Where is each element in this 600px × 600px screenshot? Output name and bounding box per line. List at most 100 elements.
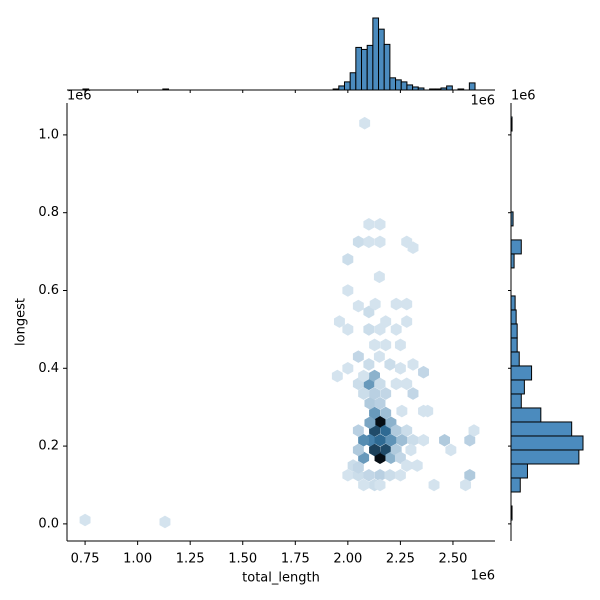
hex-cell xyxy=(352,350,364,363)
hex-cell xyxy=(342,361,354,375)
hist-bar xyxy=(510,351,520,367)
hist-bar xyxy=(510,309,517,325)
hist-bar xyxy=(162,88,170,91)
hist-bar xyxy=(332,88,340,91)
hex-cell xyxy=(79,513,91,527)
hist-bar xyxy=(372,17,380,91)
hex-cell xyxy=(374,218,386,231)
x-tick-label: 0.75 xyxy=(71,552,100,567)
hist-bar xyxy=(510,463,528,479)
hex-cell xyxy=(390,377,402,391)
hex-cell xyxy=(352,443,364,457)
hist-bar xyxy=(383,43,391,91)
hex-cell xyxy=(363,358,375,371)
hex-cell xyxy=(390,297,402,311)
hex-cell xyxy=(374,323,386,336)
x-tick-label: 1.75 xyxy=(281,552,310,567)
x-tick-label: 1.00 xyxy=(123,552,152,567)
hex-cell xyxy=(352,424,364,437)
hex-cell xyxy=(401,459,413,472)
hex-cell xyxy=(401,424,413,437)
hist-bar xyxy=(510,239,522,255)
hex-cell xyxy=(352,299,364,313)
y-tick-label: 0.0 xyxy=(38,516,59,531)
hist-bar xyxy=(417,87,425,91)
hex-cell xyxy=(407,387,419,400)
hex-cell xyxy=(390,424,402,437)
hex-cell xyxy=(374,397,386,410)
hist-bar xyxy=(412,86,419,91)
hex-cell xyxy=(363,468,375,482)
hex-cell xyxy=(373,270,385,284)
hist-bar xyxy=(343,81,351,91)
hex-cell xyxy=(369,443,380,457)
hex-cell xyxy=(411,459,423,472)
x-offset-label: 1e6 xyxy=(470,569,495,584)
hist-bar xyxy=(510,449,580,465)
hist-bar xyxy=(338,85,345,91)
top-hist-offset-label: 1e6 xyxy=(470,94,495,109)
hex-cell xyxy=(374,478,386,492)
hex-cell xyxy=(364,397,376,410)
hex-cell xyxy=(439,433,450,447)
hist-bar xyxy=(349,72,357,91)
hex-cell xyxy=(374,415,386,429)
hex-cell xyxy=(460,478,472,492)
hex-cell xyxy=(396,433,408,447)
hex-cell xyxy=(358,387,370,400)
hex-cell xyxy=(380,387,392,400)
hex-cell xyxy=(394,361,406,375)
hex-cell xyxy=(394,338,406,352)
hist-bar xyxy=(510,337,518,353)
hist-bar xyxy=(355,46,363,91)
hex-cell xyxy=(428,478,440,492)
hex-cell xyxy=(407,241,419,254)
hex-cell xyxy=(342,253,354,266)
hex-cell xyxy=(359,116,371,130)
hex-cell xyxy=(380,406,392,420)
hist-bar xyxy=(429,88,436,91)
hex-cell xyxy=(352,235,364,249)
hist-bar xyxy=(510,211,514,227)
x-tick-label: 1.25 xyxy=(176,552,205,567)
hist-bar xyxy=(434,88,442,91)
hex-cell xyxy=(358,478,370,492)
hex-cell xyxy=(374,468,386,482)
hex-cell xyxy=(405,443,417,457)
hex-cell xyxy=(364,416,376,430)
hist-bar xyxy=(510,323,518,339)
hex-cell xyxy=(390,323,402,336)
hex-cell xyxy=(380,315,392,328)
hist-bar xyxy=(457,88,465,91)
hex-cell xyxy=(418,365,429,379)
hist-bar xyxy=(510,393,522,409)
hex-cell xyxy=(384,468,396,482)
hex-cell xyxy=(369,406,380,420)
hist-bar xyxy=(510,295,516,311)
hex-cell xyxy=(373,350,385,363)
hex-cell xyxy=(363,218,375,231)
hist-bar xyxy=(406,84,414,91)
hex-cell xyxy=(464,433,476,447)
y-axis-label: longest xyxy=(14,298,29,346)
x-tick-label: 1.50 xyxy=(228,552,257,567)
hist-bar xyxy=(510,407,542,423)
hist-bar xyxy=(510,116,513,132)
hex-cell xyxy=(369,297,381,311)
hist-bar xyxy=(510,253,515,269)
hist-bar xyxy=(510,505,513,521)
hex-cell xyxy=(369,387,380,400)
hist-bar xyxy=(82,88,90,91)
x-tick-label: 2.25 xyxy=(386,552,415,567)
x-tick-label: 2.00 xyxy=(333,552,362,567)
hex-cell xyxy=(380,338,392,352)
hist-bar xyxy=(510,365,533,381)
hex-cell xyxy=(342,284,354,297)
hist-bar xyxy=(378,28,385,91)
y-tick-label: 0.6 xyxy=(38,283,59,298)
y-tick-label: 0.4 xyxy=(38,361,59,376)
hist-bar xyxy=(366,44,374,91)
hex-cell xyxy=(385,433,397,447)
hex-cell xyxy=(396,404,408,418)
